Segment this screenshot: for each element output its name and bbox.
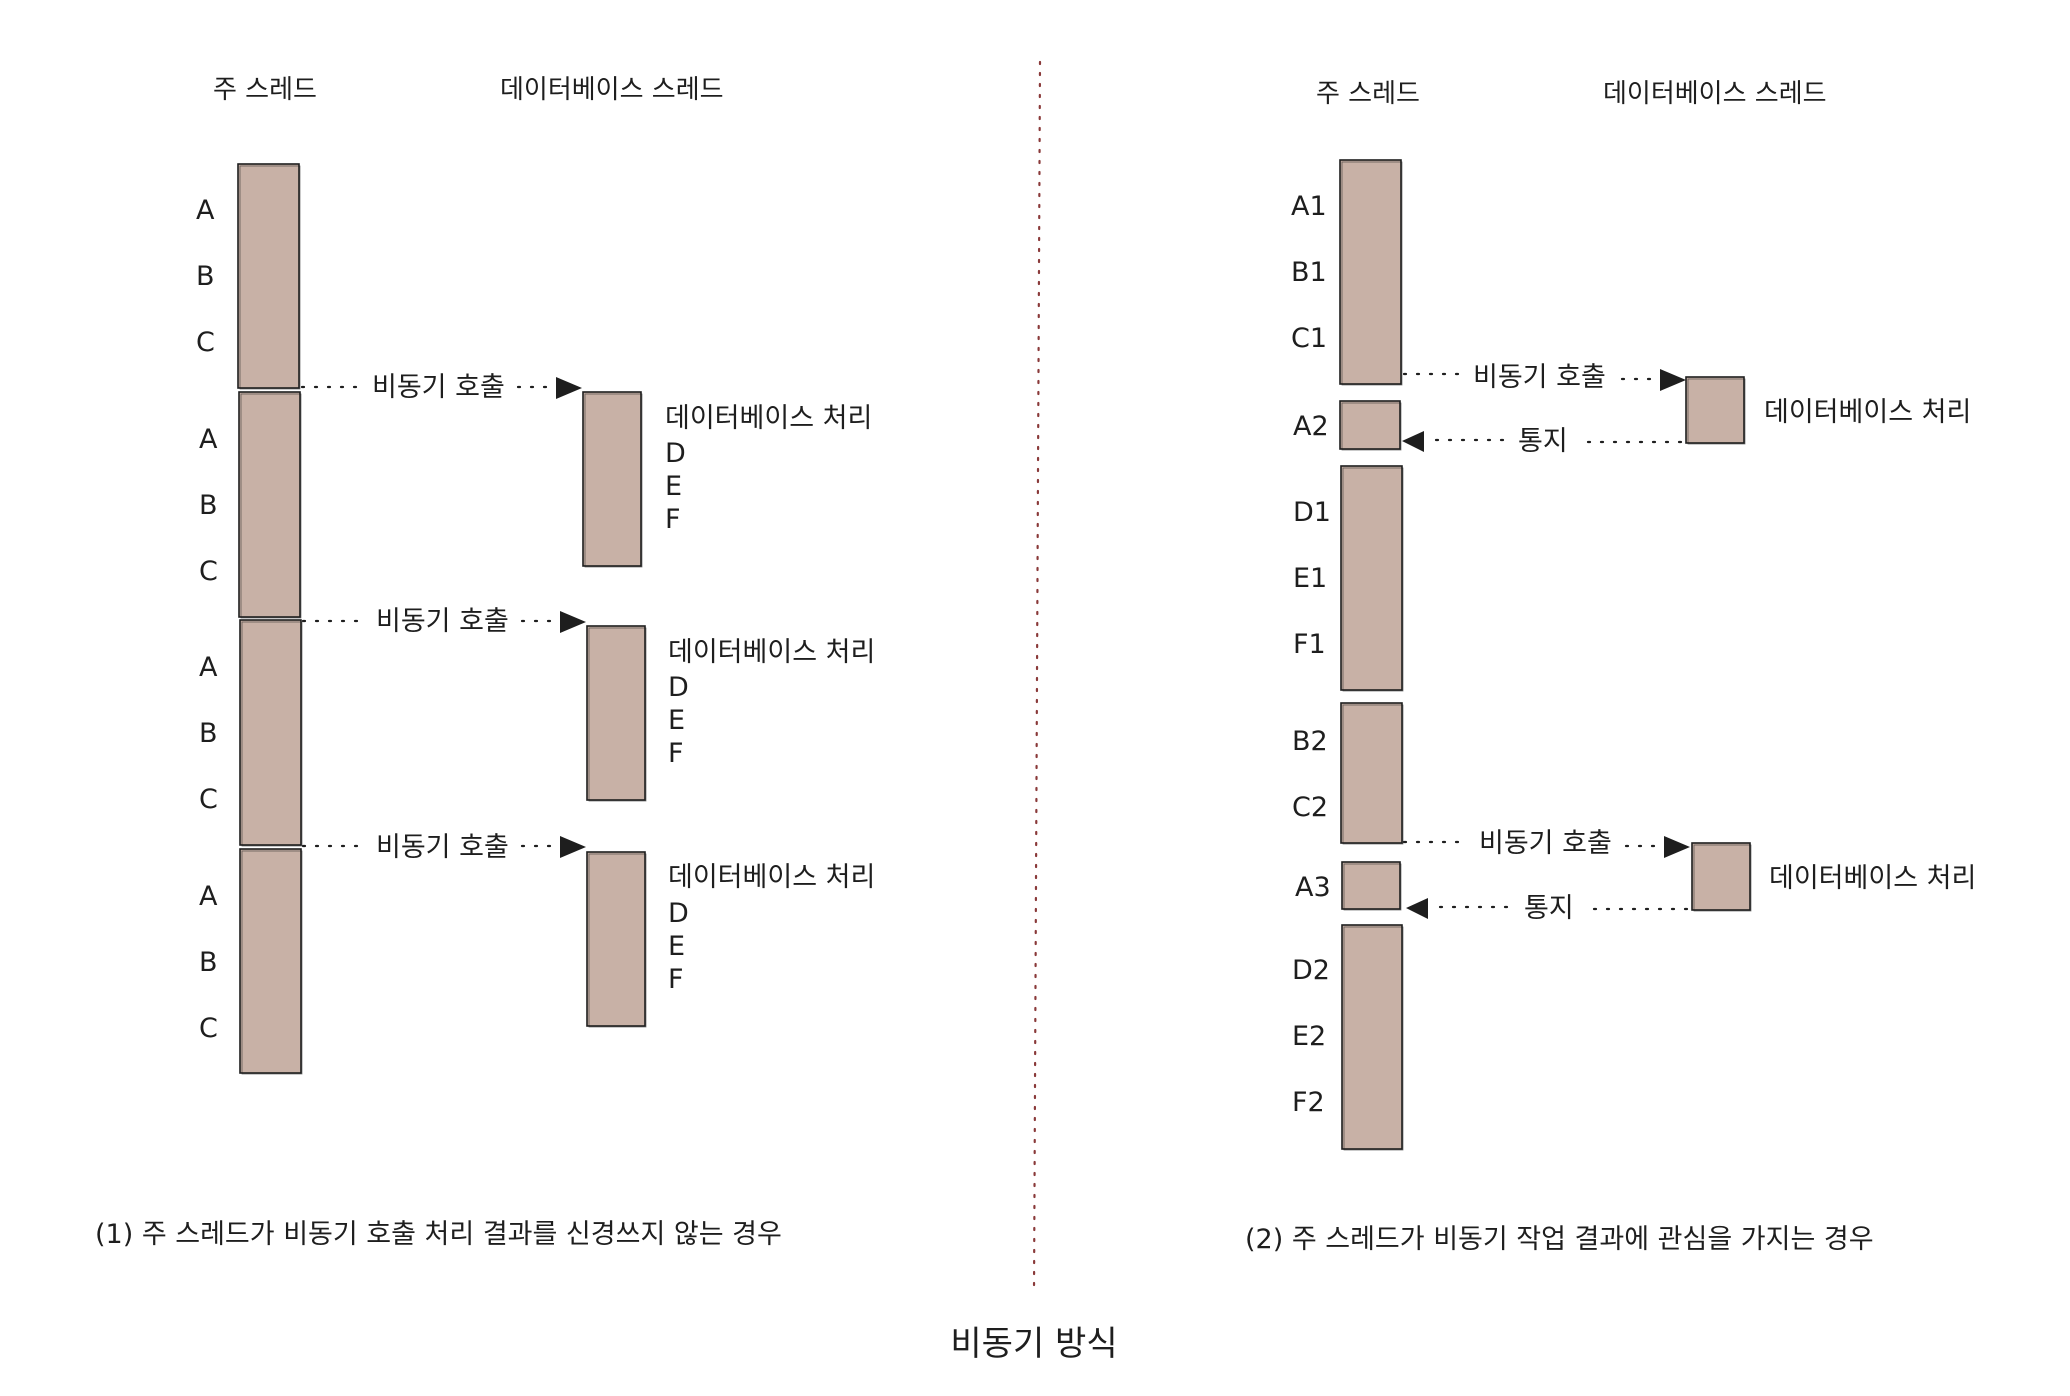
- left-main-label: B: [199, 490, 218, 521]
- right-main-label: C1: [1291, 323, 1327, 354]
- right-main-block-1: A1 B1 C1: [1291, 159, 1403, 386]
- right-main-block-4: B2 C2: [1292, 702, 1404, 845]
- right-main-label: B2: [1292, 726, 1328, 757]
- left-main-block-4: A B C: [199, 848, 303, 1075]
- db-process-item: F: [668, 738, 684, 769]
- db-process-item: D: [665, 438, 686, 469]
- left-main-label: C: [196, 327, 215, 358]
- db-process-label: 데이터베이스 처리: [1769, 863, 1976, 894]
- arrow-head-icon: [1402, 431, 1424, 452]
- right-main-label: B1: [1291, 257, 1327, 288]
- right-main-label: A2: [1293, 411, 1329, 442]
- left-panel: 주 스레드 데이터베이스 스레드 A B C A B C A B C A: [95, 75, 875, 1250]
- db-process-label: 데이터베이스 처리: [1764, 397, 1971, 428]
- db-process-item: F: [668, 964, 684, 995]
- right-main-label: C2: [1292, 792, 1328, 823]
- left-main-label: B: [199, 718, 218, 749]
- left-main-label: C: [199, 1013, 218, 1044]
- right-main-block-3: D1 E1 F1: [1293, 465, 1404, 692]
- left-main-label: B: [196, 261, 215, 292]
- arrow-head-icon: [560, 611, 586, 633]
- arrow-head-icon: [556, 377, 582, 399]
- left-async-call-2: 비동기 호출: [301, 606, 586, 637]
- right-db-block-1: 데이터베이스 처리: [1685, 376, 1971, 445]
- right-async-call-1: 비동기 호출: [1402, 362, 1686, 393]
- right-panel: 주 스레드 데이터베이스 스레드 A1 B1 C1 A2 D1 E1 F1 B2…: [1245, 79, 1976, 1255]
- right-main-label: D2: [1292, 955, 1330, 986]
- right-main-label: E1: [1293, 563, 1327, 594]
- async-call-label: 비동기 호출: [376, 832, 509, 863]
- left-main-label: B: [199, 947, 218, 978]
- right-main-block-6: D2 E2 F2: [1292, 924, 1404, 1151]
- db-process-item: E: [668, 931, 685, 962]
- right-main-label: E2: [1292, 1021, 1326, 1052]
- db-process-item: E: [668, 705, 685, 736]
- right-notify-2: 통지: [1406, 893, 1692, 924]
- arrow-head-icon: [1664, 836, 1690, 858]
- db-process-item: D: [668, 672, 689, 703]
- left-async-call-1: 비동기 호출: [300, 372, 582, 403]
- notify-label: 통지: [1524, 893, 1574, 924]
- right-async-call-2: 비동기 호출: [1402, 828, 1690, 859]
- right-notify-1: 통지: [1402, 426, 1686, 457]
- right-db-block-2: 데이터베이스 처리: [1691, 842, 1976, 912]
- left-main-block-1: A B C: [196, 163, 301, 390]
- right-main-label: A3: [1295, 872, 1331, 903]
- db-process-label: 데이터베이스 처리: [668, 862, 875, 893]
- right-main-block-5: A3: [1295, 861, 1402, 911]
- left-db-block-1: 데이터베이스 처리 D E F: [582, 391, 872, 568]
- left-main-label: A: [196, 195, 215, 226]
- left-db-block-2: 데이터베이스 처리 D E F: [586, 625, 875, 802]
- right-main-block-2: A2: [1293, 400, 1402, 451]
- left-main-label: A: [199, 424, 218, 455]
- section-divider: [1032, 60, 1042, 1294]
- arrow-head-icon: [1406, 898, 1428, 919]
- db-process-item: D: [668, 898, 689, 929]
- right-db-thread-header: 데이터베이스 스레드: [1603, 79, 1827, 109]
- left-db-block-3: 데이터베이스 처리 D E F: [586, 851, 875, 1028]
- left-main-block-3: A B C: [199, 619, 303, 847]
- diagram-title: 비동기 방식: [950, 1324, 1117, 1364]
- left-db-thread-header: 데이터베이스 스레드: [500, 75, 724, 105]
- async-call-label: 비동기 호출: [1479, 828, 1612, 859]
- right-main-label: A1: [1291, 191, 1327, 222]
- left-main-label: C: [199, 556, 218, 587]
- left-main-label: A: [199, 881, 218, 912]
- arrow-head-icon: [560, 836, 586, 858]
- left-async-call-3: 비동기 호출: [301, 832, 586, 863]
- left-main-label: A: [199, 652, 218, 683]
- left-main-block-2: A B C: [199, 391, 302, 619]
- left-main-thread-header: 주 스레드: [213, 75, 317, 105]
- right-main-label: F2: [1292, 1087, 1325, 1118]
- notify-label: 통지: [1518, 426, 1568, 457]
- db-process-label: 데이터베이스 처리: [668, 637, 875, 668]
- db-process-item: E: [665, 471, 682, 502]
- right-main-label: F1: [1293, 629, 1326, 660]
- async-call-label: 비동기 호출: [1473, 362, 1606, 393]
- async-call-label: 비동기 호출: [372, 372, 505, 403]
- arrow-head-icon: [1660, 369, 1686, 391]
- left-caption: (1) 주 스레드가 비동기 호출 처리 결과를 신경쓰지 않는 경우: [95, 1219, 782, 1250]
- db-process-item: F: [665, 504, 681, 535]
- right-caption: (2) 주 스레드가 비동기 작업 결과에 관심을 가지는 경우: [1245, 1224, 1874, 1255]
- right-main-label: D1: [1293, 497, 1331, 528]
- left-main-label: C: [199, 784, 218, 815]
- right-main-thread-header: 주 스레드: [1316, 79, 1420, 109]
- async-call-label: 비동기 호출: [376, 606, 509, 637]
- db-process-label: 데이터베이스 처리: [665, 403, 872, 434]
